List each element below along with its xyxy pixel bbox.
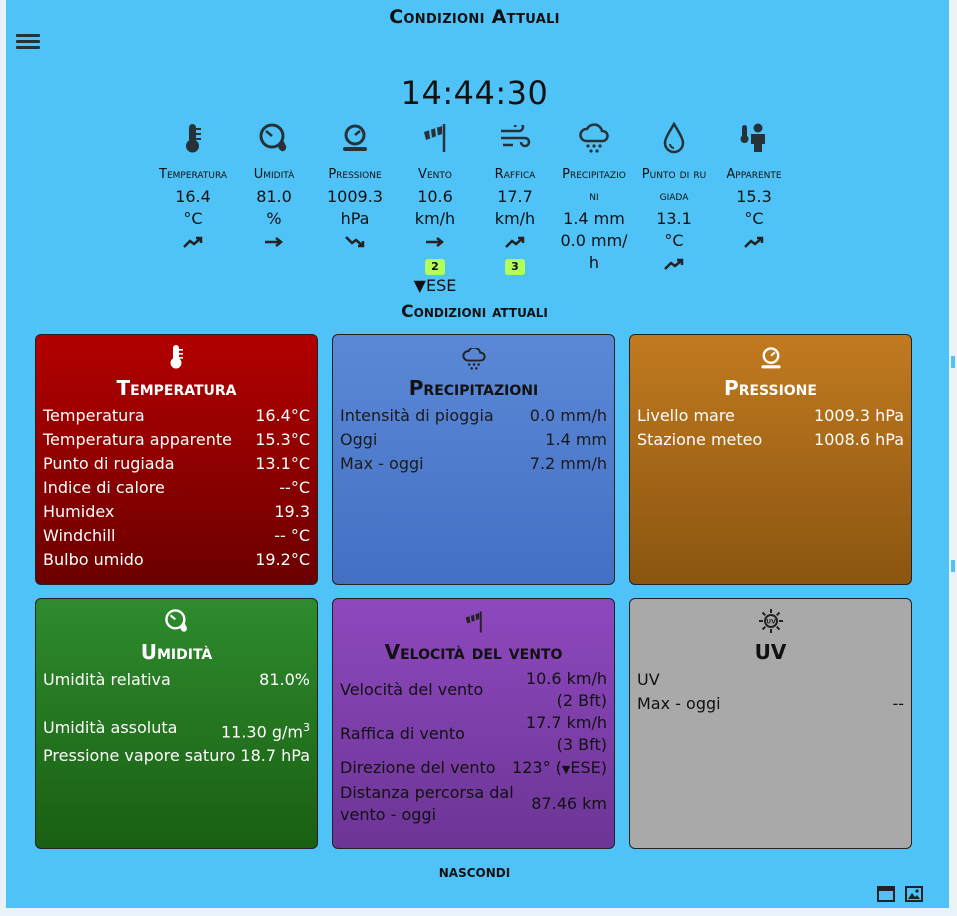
card-temperature: Temperatura Temperatura 16.4°C Temperatur… [35,334,318,585]
wind-direction: ESE [425,276,457,295]
trend-rising-icon [480,230,550,254]
trend-steady-icon [400,230,470,254]
menu-bar-icon [16,34,40,37]
table-row: Oggi 1.4 mm [340,430,607,449]
dew-drop-icon [639,118,709,158]
card-title: Precipitazioni [408,376,539,400]
live-clock: 14:44:30 [400,74,549,112]
table-row: Punto di rugiada 13.1°C [43,454,310,473]
table-row: Velocità del vento 10.6 km/h (2 Bft) [340,669,607,710]
table-row: Distanza percorsa dal vento - oggi 87.46 k… [340,783,607,824]
card-pressure: Pressione Livello mare 1009.3 hPa Stazion… [629,334,912,585]
trend-falling-icon [320,230,390,254]
window-icon[interactable] [877,886,895,906]
image-icon[interactable] [905,886,923,906]
bottom-border [0,908,957,916]
pressure-icon [320,118,390,158]
humidity-gauge-icon [36,604,317,634]
table-row: Livello mare 1009.3 hPa [637,406,904,425]
card-humidity: Umidità Umidità relativa 81.0% Umidità as… [35,598,318,849]
metric-gust[interactable]: Raffica 17.7 km/h 3 [480,118,550,276]
svg-text:UV: UV [766,619,776,626]
thermometer-icon [158,118,228,158]
hamburger-menu-button[interactable] [16,31,40,51]
humidity-gauge-icon [239,118,309,158]
wind-direction-arrow-icon: ▼ [413,276,426,295]
table-row: Windchill -- °C [43,526,310,545]
table-row: UV [637,670,660,689]
uv-sun-icon: UV [630,604,911,634]
pressure-icon [630,340,911,370]
metric-apparent-temperature[interactable]: Apparente 15.3 °C [719,118,789,254]
trend-rising-icon [639,252,709,276]
right-scroll-border [949,0,957,916]
wind-gust-icon [480,118,550,158]
apparent-temperature-icon [719,118,789,158]
beaufort-badge: 2 [425,259,445,275]
rain-cloud-icon [559,118,629,158]
trend-steady-icon [239,230,309,254]
card-title: Velocità del vento [384,640,563,664]
metric-humidity[interactable]: Umidità 81.0 % [239,118,309,254]
metric-wind[interactable]: Vento 10.6 km/h 2 ▼ESE [400,118,470,296]
rain-cloud-icon [333,340,614,370]
metric-pressure[interactable]: Pressione 1009.3 hPa [320,118,390,254]
table-row: Humidex 19.3 [43,502,310,521]
table-row: Temperatura apparente 15.3°C [43,430,310,449]
table-row: Indice di calore --°C [43,478,310,497]
menu-bar-icon [16,40,40,43]
table-row: Umidità relativa 81.0% [43,670,310,689]
card-title: Temperatura [116,376,237,400]
table-row: Bulbo umido 19.2°C [43,550,310,569]
card-uv: UV UV UV Max - oggi -- [629,598,912,849]
table-row: Direzione del vento 123° (▼ESE) [340,758,607,777]
table-row: Stazione meteo 1008.6 hPa [637,430,904,449]
metric-precipitation[interactable]: Precipitazioni 1.4 mm 0.0 mm/ h [559,118,629,274]
card-title: Umidità [140,640,213,664]
thermometer-icon [36,340,317,370]
table-row: Pressione vapore saturo 18.7 hPa [43,746,310,766]
table-row: Max - oggi -- [637,694,904,713]
menu-bar-icon [16,46,40,49]
wind-direction-arrow-icon: ▼ [561,763,571,776]
card-wind: Velocità del vento Velocità del vento 10.… [332,598,615,849]
page-title: Condizioni Attuali [389,6,560,28]
card-title: UV [754,640,787,664]
windsock-icon [400,118,470,158]
table-row: Umidità assoluta 11.30 g/m3 [43,718,310,742]
metric-temperature[interactable]: Temperatura 16.4 °C [158,118,228,254]
section-title: Condizioni attuali [401,302,548,322]
card-precipitation: Precipitazioni Intensità di pioggia 0.0 m… [332,334,615,585]
trend-rising-icon [719,230,789,254]
table-row: Max - oggi 7.2 mm/h [340,454,607,473]
hide-button[interactable]: NASCONDI [438,866,511,880]
beaufort-badge: 3 [505,259,525,275]
trend-rising-icon [158,230,228,254]
card-title: Pressione [724,376,817,400]
metric-dew-point[interactable]: Punto di rugiada 13.1 °C [639,118,709,276]
table-row: Temperatura 16.4°C [43,406,310,425]
table-row: Intensità di pioggia 0.0 mm/h [340,406,607,425]
windsock-icon [333,604,614,634]
left-border [0,0,6,916]
table-row: Raffica di vento 17.7 km/h (3 Bft) [340,713,607,754]
